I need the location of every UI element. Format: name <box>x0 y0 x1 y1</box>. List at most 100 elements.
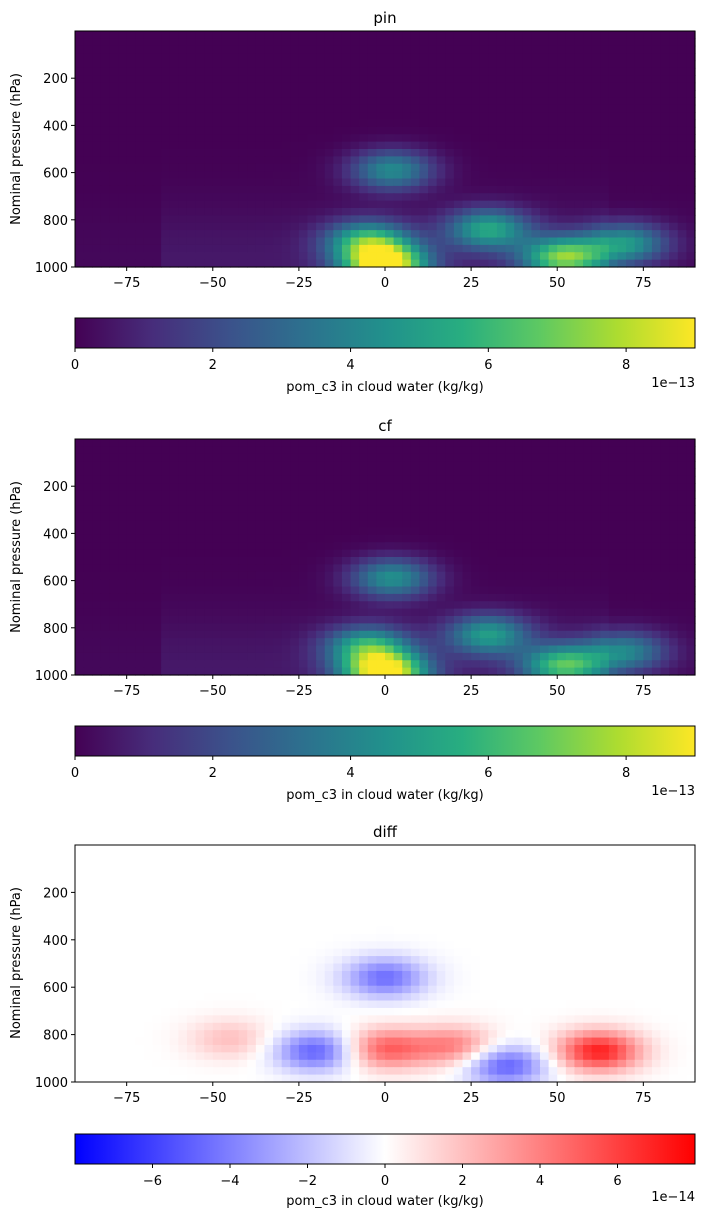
heatmap-cell <box>195 520 205 529</box>
heatmap-cell <box>453 638 464 647</box>
heatmap-cell <box>92 571 102 580</box>
heatmap-cell <box>255 483 266 492</box>
heatmap-cell <box>290 867 300 876</box>
heatmap-cell <box>557 512 567 521</box>
heatmap-cell <box>333 520 343 529</box>
heatmap-cell <box>436 171 446 180</box>
heatmap-cell <box>445 141 455 150</box>
heatmap-cell <box>161 593 171 602</box>
heatmap-cell <box>230 601 240 610</box>
heatmap-cell <box>118 667 128 676</box>
heatmap-cell <box>471 185 481 194</box>
heatmap-cell <box>643 638 653 647</box>
heatmap-cell <box>514 112 524 121</box>
heatmap-cell <box>402 178 412 187</box>
heatmap-cell <box>298 119 309 128</box>
heatmap-cell <box>488 193 498 202</box>
heatmap-cell <box>255 638 266 647</box>
heatmap-cell <box>118 252 128 261</box>
heatmap-cell <box>92 512 102 521</box>
heatmap-cell <box>514 859 524 868</box>
heatmap-cell <box>281 867 291 876</box>
heatmap-cell <box>92 557 102 565</box>
heatmap-cell <box>341 185 352 194</box>
heatmap-cell <box>143 222 154 231</box>
heatmap-cell <box>471 119 481 128</box>
heatmap-cell <box>496 645 507 654</box>
heatmap-cell <box>686 660 696 669</box>
heatmap-cell <box>281 446 291 455</box>
heatmap-cell <box>83 475 93 484</box>
heatmap-cell <box>100 867 111 876</box>
heatmap-cell <box>385 38 395 47</box>
heatmap-cell <box>186 230 197 239</box>
heatmap-cell <box>212 178 222 187</box>
heatmap-cell <box>350 67 360 76</box>
heatmap-cell <box>462 630 472 639</box>
heatmap-cell <box>565 616 576 624</box>
x-tick-label: −75 <box>113 684 140 699</box>
heatmap-cell <box>471 534 481 543</box>
heatmap-cell <box>290 446 300 455</box>
heatmap-cell <box>281 542 291 551</box>
heatmap-cell <box>255 867 266 876</box>
heatmap-cell <box>669 534 679 543</box>
heatmap-cell <box>548 845 558 854</box>
heatmap-cell <box>109 542 119 551</box>
heatmap-cell <box>178 630 188 639</box>
heatmap-cell <box>617 97 627 106</box>
heatmap-cell <box>445 616 455 624</box>
heatmap-cell <box>118 163 128 172</box>
heatmap-cell <box>178 259 188 268</box>
heatmap-cell <box>471 215 481 224</box>
heatmap-cell <box>135 67 145 76</box>
heatmap-cell <box>281 630 291 639</box>
heatmap-cell <box>479 67 489 76</box>
heatmap-cell <box>591 178 601 187</box>
heatmap-cell <box>548 453 558 462</box>
heatmap-cell <box>428 571 438 580</box>
heatmap-cell <box>471 475 481 484</box>
heatmap-cell <box>445 867 455 876</box>
heatmap-cell <box>505 498 515 506</box>
heatmap-cell <box>333 542 343 551</box>
heatmap-cell <box>204 104 214 113</box>
heatmap-cell <box>608 126 619 135</box>
heatmap-cell <box>324 630 334 639</box>
heatmap-cell <box>75 163 85 172</box>
heatmap-cell <box>583 90 593 98</box>
heatmap-cell <box>75 542 85 551</box>
heatmap-cell <box>651 171 662 180</box>
heatmap-cell <box>591 193 601 202</box>
heatmap-cell <box>204 31 214 39</box>
heatmap-cell <box>479 859 489 868</box>
heatmap-cell <box>643 259 653 268</box>
heatmap-cell <box>350 163 360 172</box>
heatmap-cell <box>453 623 464 632</box>
heatmap-cell <box>479 259 489 268</box>
heatmap-cell <box>307 215 317 224</box>
heatmap-cell <box>135 215 145 224</box>
heatmap-cell <box>298 652 309 661</box>
heatmap-cell <box>428 859 438 868</box>
heatmap-cell <box>290 149 300 157</box>
heatmap-cell <box>608 104 619 113</box>
heatmap-cell <box>109 259 119 268</box>
heatmap-cell <box>393 593 403 602</box>
heatmap-cell <box>264 845 274 854</box>
heatmap-cell <box>118 527 128 536</box>
heatmap-cell <box>540 141 550 150</box>
heatmap-cell <box>186 90 197 98</box>
heatmap-cell <box>608 586 619 595</box>
heatmap-cell <box>583 178 593 187</box>
heatmap-cell <box>273 475 283 484</box>
heatmap-cell <box>195 163 205 172</box>
heatmap-cell <box>316 215 326 224</box>
heatmap-cell <box>591 638 601 647</box>
heatmap-cell <box>281 645 291 654</box>
heatmap-cell <box>109 652 119 661</box>
heatmap-cell <box>350 149 360 157</box>
heatmap-cell <box>178 586 188 595</box>
heatmap-cell <box>109 512 119 521</box>
heatmap-cell <box>152 852 162 861</box>
